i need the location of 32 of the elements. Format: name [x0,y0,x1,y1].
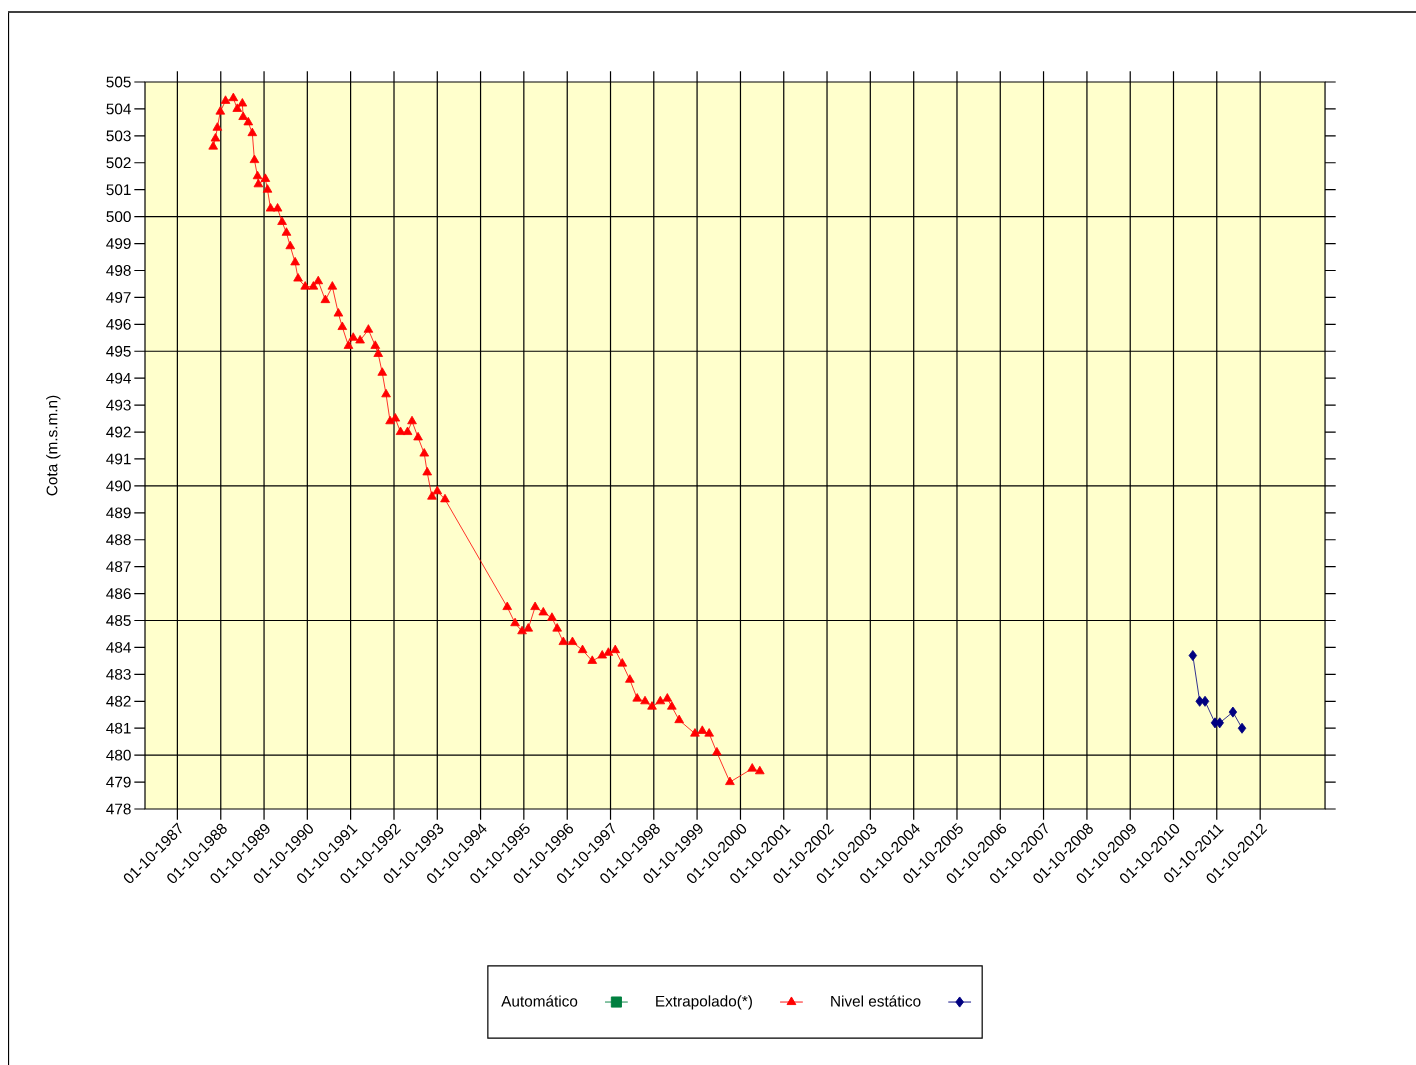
y-tick-label: 480 [106,749,131,761]
legend-label: Extrapolado(*) [656,995,752,1010]
y-tick-label: 484 [106,642,131,653]
y-tick-label: 501 [106,184,131,196]
y-tick-label: 504 [106,103,131,115]
y-tick-label: 499 [106,238,131,249]
y-tick-label: 495 [106,345,131,357]
y-tick-label: 483 [106,668,131,680]
y-tick-label: 482 [106,695,131,707]
y-tick-label: 489 [106,507,131,519]
legend-label: Automático [501,995,578,1007]
y-tick-label: 494 [106,372,131,384]
y-tick-label: 488 [106,534,131,546]
y-tick-label: 492 [106,426,131,438]
y-tick-label: 493 [106,399,131,411]
y-tick-label: 497 [106,291,131,303]
y-tick-label: 496 [106,318,131,330]
y-tick-label: 505 [106,76,131,88]
y-tick-label: 486 [106,588,131,600]
y-tick-label: 498 [106,265,131,276]
y-tick-label: 481 [106,722,131,734]
y-tick-label: 490 [106,480,131,492]
y-tick-label: 500 [106,211,131,223]
y-axis-title: Cota (m.s.m.n) [46,395,61,496]
y-tick-label: 478 [106,803,131,815]
y-tick-label: 479 [106,776,131,788]
y-tick-label: 503 [106,130,131,142]
legend-label: Nivel estático [831,995,921,1007]
y-tick-label: 487 [106,561,131,573]
y-tick-label: 485 [106,615,131,626]
y-tick-label: 502 [106,157,131,169]
y-tick-label: 491 [106,453,131,465]
